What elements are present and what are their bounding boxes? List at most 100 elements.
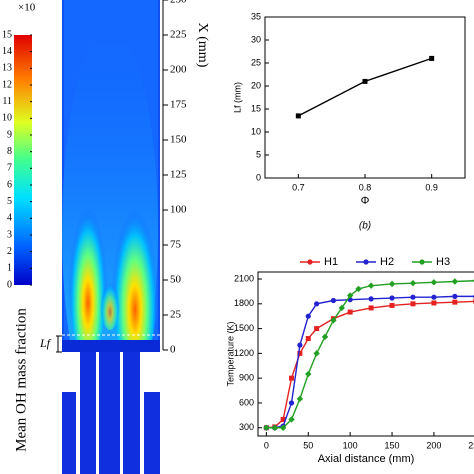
data-point — [429, 55, 435, 61]
data-point — [305, 336, 311, 342]
x-tick-label: 250 — [468, 440, 474, 450]
data-point — [368, 305, 374, 311]
colorbar-tick-label: 15 — [2, 29, 12, 40]
y-tick-label: 25 — [251, 57, 261, 67]
y-axis-label: Temperature (K) — [225, 321, 235, 386]
y-tick-label: 900 — [239, 373, 254, 383]
y-tick-label: 10 — [251, 126, 261, 136]
x-axis-label: Φ — [361, 195, 370, 207]
ruler-tick-label: 150 — [170, 134, 187, 146]
legend-marker — [307, 259, 313, 265]
ruler-tick-label: 225 — [170, 29, 187, 41]
data-point — [271, 424, 278, 431]
ruler-tick-label: 50 — [170, 274, 182, 286]
x-tick-label: 50 — [303, 440, 313, 450]
colorbar-tick-label: 1 — [7, 263, 12, 274]
data-point — [313, 350, 320, 357]
colorbar-tick-label: 4 — [7, 213, 12, 224]
plot-frame — [264, 16, 466, 179]
x-axis-label: Axial distance (mm) — [318, 453, 415, 465]
data-point — [297, 342, 303, 348]
y-tick-label: 2100 — [234, 273, 254, 283]
data-point — [314, 326, 320, 332]
legend-label: H3 — [436, 256, 450, 268]
ruler-tick-label: 0 — [170, 344, 176, 356]
y-tick-label: 600 — [239, 397, 254, 407]
colorbar-tick-label: 6 — [7, 179, 12, 190]
data-point — [388, 280, 396, 288]
data-point — [431, 294, 437, 300]
colorbar-tick-label: 14 — [2, 46, 12, 57]
data-point — [355, 285, 362, 293]
colorbar-label: Mean OH mass fraction — [13, 308, 29, 452]
y-tick-label: 300 — [239, 422, 254, 432]
colorbar-tick-label: 13 — [2, 63, 12, 74]
data-point — [280, 416, 286, 422]
ruler-tick-label: 100 — [170, 204, 187, 216]
contour-field — [56, 0, 160, 474]
data-point — [451, 278, 459, 285]
plot-frame — [257, 271, 474, 437]
legend-label: H2 — [380, 256, 394, 268]
colorbar-tick-label: 3 — [7, 229, 12, 240]
y-tick-label: 5 — [256, 149, 261, 159]
y-tick-label: 1800 — [234, 298, 254, 308]
colorbar-tick-label: 0 — [7, 279, 12, 290]
x-tick-label: 0 — [264, 440, 269, 450]
y-axis-label: Lf (mm) — [232, 82, 242, 113]
lf-label: Lf — [39, 336, 52, 350]
data-point — [430, 279, 438, 286]
data-point — [288, 416, 295, 423]
colorbar — [14, 35, 32, 285]
x-tick-label: 200 — [426, 440, 441, 450]
series-line — [266, 295, 474, 429]
data-point — [330, 317, 337, 324]
colorbar-tick-label: 2 — [7, 246, 12, 257]
y-tick-label: 30 — [251, 34, 261, 44]
data-point — [295, 113, 301, 119]
x-tick-label: 100 — [343, 440, 358, 450]
y-tick-label: 0 — [256, 172, 261, 182]
data-point — [338, 304, 345, 312]
y-tick-label: 1500 — [234, 323, 254, 333]
data-point — [452, 293, 458, 299]
ruler-tick-label: 200 — [170, 64, 187, 76]
data-point — [452, 299, 458, 305]
ruler-tick-label: 125 — [170, 169, 187, 181]
data-point — [346, 292, 354, 299]
colorbar-multiplier: ×10 — [18, 2, 36, 14]
y-tick-label: 35 — [251, 11, 261, 21]
legend-marker — [419, 259, 425, 265]
x-tick-label: 0.9 — [425, 182, 438, 192]
y-tick-label: 15 — [251, 103, 261, 113]
data-point — [305, 370, 312, 378]
ruler-tick-label: 250 — [170, 0, 187, 6]
x-tick-label: 0.7 — [292, 182, 305, 192]
data-point — [389, 295, 395, 301]
colorbar-tick-label: 12 — [2, 79, 12, 90]
ruler-label: X (mm) — [195, 23, 210, 68]
x-tick-label: 0.8 — [359, 182, 372, 192]
colorbar-tick-label: 5 — [7, 196, 12, 207]
caption: (b) — [359, 221, 371, 232]
data-point — [279, 424, 287, 431]
legend-label: H1 — [324, 256, 338, 268]
data-point — [263, 424, 270, 431]
series-line — [298, 57, 432, 117]
colorbar-tick-label: 7 — [7, 163, 12, 174]
data-point — [289, 375, 295, 381]
data-point — [410, 294, 416, 300]
x-tick-label: 150 — [385, 440, 400, 450]
y-tick-label: 20 — [251, 80, 261, 90]
data-point — [305, 313, 311, 319]
data-point — [297, 350, 303, 356]
data-point — [409, 279, 417, 287]
data-point — [410, 301, 416, 307]
colorbar-tick-label: 10 — [2, 113, 12, 124]
legend-marker — [363, 259, 369, 265]
data-point — [347, 309, 353, 315]
ruler-tick-label: 25 — [170, 309, 182, 321]
data-point — [431, 300, 437, 306]
ruler-tick-label: 75 — [170, 239, 182, 251]
